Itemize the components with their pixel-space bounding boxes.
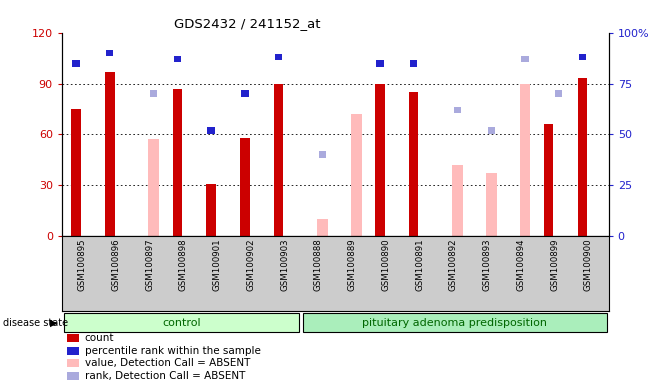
Bar [519, 84, 531, 236]
Text: GSM100896: GSM100896 [111, 238, 120, 291]
Text: value, Detection Call = ABSENT: value, Detection Call = ABSENT [85, 358, 250, 368]
Bar [317, 219, 328, 236]
Bar [274, 84, 283, 236]
Text: GSM100893: GSM100893 [482, 238, 492, 291]
Text: GSM100903: GSM100903 [280, 238, 289, 291]
FancyBboxPatch shape [303, 313, 607, 332]
Bar [375, 84, 385, 236]
Bar [150, 90, 158, 97]
Bar [241, 90, 249, 97]
Text: GSM100892: GSM100892 [449, 238, 458, 291]
Text: GSM100889: GSM100889 [348, 238, 357, 291]
Bar [106, 50, 113, 56]
Text: control: control [162, 318, 201, 328]
Bar [173, 89, 182, 236]
Bar [105, 72, 115, 236]
Text: GSM100894: GSM100894 [516, 238, 525, 291]
Text: disease state: disease state [3, 318, 68, 328]
Bar [409, 92, 419, 236]
Text: percentile rank within the sample: percentile rank within the sample [85, 346, 260, 356]
Bar [555, 90, 562, 97]
Text: rank, Detection Call = ABSENT: rank, Detection Call = ABSENT [85, 371, 245, 381]
Text: GSM100899: GSM100899 [550, 238, 559, 291]
Bar [486, 174, 497, 236]
Text: count: count [85, 333, 115, 343]
Bar [67, 346, 79, 354]
Bar [488, 127, 495, 134]
Text: GSM100890: GSM100890 [381, 238, 391, 291]
Text: GSM100897: GSM100897 [145, 238, 154, 291]
Bar [319, 151, 326, 158]
Text: GDS2432 / 241152_at: GDS2432 / 241152_at [174, 17, 321, 30]
Bar [410, 60, 417, 66]
Text: GSM100891: GSM100891 [415, 238, 424, 291]
Bar [376, 60, 383, 66]
Bar [577, 78, 587, 236]
Bar [521, 56, 529, 63]
Text: GSM100888: GSM100888 [314, 238, 323, 291]
Bar [174, 56, 181, 63]
Bar [275, 54, 283, 60]
Bar [240, 138, 249, 236]
Text: GSM100901: GSM100901 [213, 238, 221, 291]
Text: GSM100895: GSM100895 [77, 238, 87, 291]
Bar [206, 184, 215, 236]
Bar [67, 359, 79, 367]
Bar [72, 60, 79, 66]
Text: GSM100900: GSM100900 [584, 238, 593, 291]
Bar [452, 165, 463, 236]
Text: pituitary adenoma predisposition: pituitary adenoma predisposition [363, 318, 547, 328]
Text: GSM100898: GSM100898 [179, 238, 188, 291]
Bar [67, 334, 79, 342]
Bar [454, 107, 461, 113]
Text: GSM100902: GSM100902 [246, 238, 255, 291]
Bar [351, 114, 361, 236]
Bar [72, 109, 81, 236]
Bar [148, 139, 159, 236]
Bar [207, 127, 215, 134]
Text: ▶: ▶ [49, 318, 57, 328]
Bar [544, 124, 553, 236]
Bar [579, 54, 586, 60]
Bar [67, 372, 79, 379]
FancyBboxPatch shape [64, 313, 299, 332]
